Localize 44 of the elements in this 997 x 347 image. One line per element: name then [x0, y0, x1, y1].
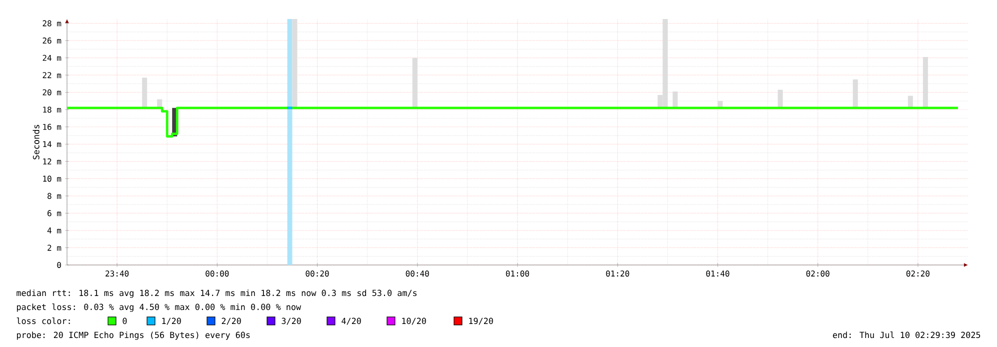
y-tick-label: 2 m: [48, 244, 62, 251]
legend-label: 19/20: [469, 318, 493, 325]
legend-label: 10/20: [402, 318, 426, 325]
legend-label: 1/20: [162, 318, 181, 325]
y-tick-label: 6 m: [48, 210, 62, 216]
y-tick-label: 22 m: [42, 72, 62, 78]
bar: [922, 56, 928, 108]
x-tick-label: 00:20: [306, 270, 329, 277]
bar: [778, 90, 783, 108]
y-tick-label: 14 m: [43, 141, 62, 148]
bar: [142, 78, 148, 108]
x-tick-label: 01:40: [706, 270, 730, 277]
x-tick-label: 02:00: [806, 270, 830, 277]
y-tick-label: 26 m: [42, 38, 62, 44]
x-tick-label: 00:40: [406, 270, 429, 277]
line-series: [67, 106, 960, 138]
x-tick-label: 01:00: [506, 270, 530, 277]
legend-label: 4/20: [342, 318, 361, 325]
y-tick-label: 28 m: [42, 20, 62, 26]
y-axis-title: Seconds: [32, 124, 40, 160]
text: probe: 20 ICMP Echo Pings (56 Bytes) every 60s: [17, 332, 250, 340]
x-tick-label: 00:00: [206, 270, 229, 277]
x-tick-label: 01:20: [606, 270, 630, 277]
text: median rtt: 18.1 ms avg 18.2 ms max 14.7 ms min 18.2 ms now 0.3 ms sd 53.0 am/s: [16, 290, 417, 298]
legend-label: 0: [122, 318, 127, 324]
legend-label: 3/20: [282, 318, 301, 325]
text: end: Thu Jul 10 02:29:39 2025: [832, 332, 980, 338]
x-tick-label: 23:40: [106, 270, 129, 277]
text: packet loss: 0.03 % avg 4.50 % max 0.00 % min 0.00 % now: [17, 304, 302, 312]
y-tick-label: 12 m: [43, 158, 62, 164]
bar: [852, 79, 858, 108]
bar: [672, 91, 678, 108]
y-tick-label: 24 m: [42, 54, 62, 61]
y-tick-label: 4 m: [47, 228, 62, 234]
legend-label: 2/20: [222, 318, 241, 325]
bar: [412, 58, 418, 108]
y-tick-label: 16 m: [43, 124, 62, 130]
x-tick-label: 02:20: [906, 270, 930, 277]
y-tick-label: 8 m: [48, 192, 62, 199]
y-tick-label: 0: [57, 262, 61, 268]
y-tick-label: 10 m: [43, 176, 62, 182]
y-tick-label: 20 m: [42, 89, 62, 96]
y-tick-label: 18 m: [43, 106, 62, 113]
legend-title: loss color:: [16, 318, 70, 324]
